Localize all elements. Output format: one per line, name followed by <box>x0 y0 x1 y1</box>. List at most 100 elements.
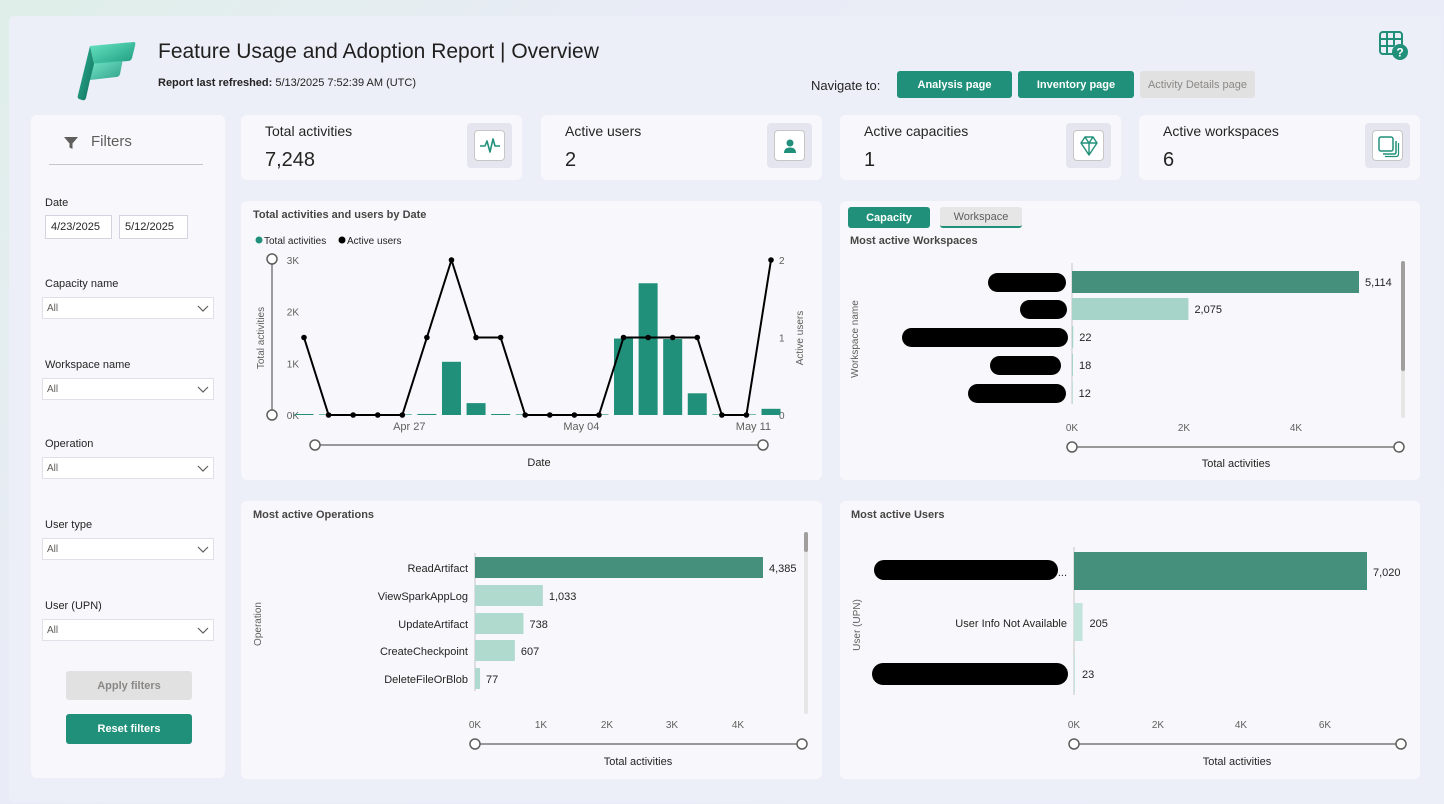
x-slider-handle-left[interactable] <box>469 738 481 750</box>
x-tick-label: 3K <box>666 720 679 731</box>
point-active-users <box>596 412 602 418</box>
category-label: User Info Not Available <box>955 618 1067 630</box>
x-slider-handle-right[interactable] <box>757 439 769 451</box>
filter-icon <box>64 137 78 149</box>
redacted-workspace-name <box>990 356 1061 375</box>
operation-dropdown[interactable]: All <box>42 457 214 479</box>
x-slider-handle-right[interactable] <box>796 738 808 750</box>
most-active-workspaces-chart: Capacity Workspace Most active Workspace… <box>840 201 1420 480</box>
refresh-info: Report last refreshed: 5/13/2025 7:52:39… <box>158 77 416 89</box>
date-start-input[interactable]: 4/23/2025 <box>45 215 112 239</box>
kpi-label: Active workspaces <box>1163 123 1279 139</box>
y-tick-label: 1K <box>287 359 300 370</box>
kpi-active-workspaces: Active workspaces 6 <box>1139 115 1420 180</box>
x-slider-handle-left[interactable] <box>309 439 321 451</box>
workspace-name-label: Workspace name <box>45 359 131 371</box>
chart-title: Most active Operations <box>253 509 375 521</box>
most-active-users-svg: 7,020... 205 User Info Not Available 23 User… <box>852 547 1407 768</box>
x-axis-title: Date <box>527 457 550 469</box>
bar-total-activities <box>294 414 314 415</box>
point-active-users <box>719 412 725 418</box>
bar-operation <box>475 613 524 634</box>
most-active-operations-chart: Most active Operations ReadArtifact 4,385… <box>241 501 822 779</box>
value-label: 23 <box>1082 669 1094 681</box>
capacity-name-dropdown[interactable]: All <box>42 297 214 319</box>
chart-title: Most active Workspaces <box>850 235 978 247</box>
bar-operation <box>475 640 515 661</box>
activities-by-date-chart: Total activities and users by Date Total… <box>241 201 822 480</box>
chevron-down-icon <box>197 305 209 312</box>
kpi-total-activities: Total activities 7,248 <box>241 115 522 180</box>
x-slider-handle-left[interactable] <box>1066 441 1078 453</box>
value-label: 22 <box>1079 332 1091 344</box>
workspace-tab[interactable]: Workspace <box>940 207 1022 228</box>
bar-total-activities <box>614 338 634 415</box>
scrollbar-thumb[interactable] <box>804 532 808 552</box>
point-active-users <box>374 412 381 418</box>
value-label: 12 <box>1079 388 1091 400</box>
legend-dot-activities <box>255 236 263 244</box>
value-label: 7,020 <box>1373 567 1401 579</box>
kpi-label: Total activities <box>265 123 353 139</box>
y2-tick-label: 1 <box>779 334 785 345</box>
y2-tick-label: 0 <box>779 411 785 422</box>
filters-header: Filters <box>49 133 203 165</box>
capacity-tab[interactable]: Capacity <box>848 207 930 228</box>
bar-total-activities <box>761 408 781 415</box>
most-active-users-chart: Most active Users 7,020... 205 User Info N… <box>840 501 1420 779</box>
bar-operation <box>475 668 481 689</box>
x-tick-label: May 11 <box>736 421 771 433</box>
value-label: 1,033 <box>549 591 577 603</box>
value-label: 607 <box>521 646 539 658</box>
bar-workspace <box>1072 326 1074 348</box>
bar-total-activities <box>466 403 486 415</box>
user-upn-value: All <box>47 625 59 636</box>
scrollbar-thumb[interactable] <box>1401 261 1405 371</box>
point-active-users <box>473 334 479 341</box>
point-active-users <box>399 412 406 418</box>
filters-title: Filters <box>91 133 132 150</box>
x-axis-title: Total activities <box>1202 458 1271 470</box>
bar-user <box>1074 603 1083 641</box>
point-active-users <box>497 334 504 341</box>
table-help-icon[interactable]: ? <box>1378 30 1410 62</box>
point-active-users <box>694 334 701 341</box>
inventory-page-button[interactable]: Inventory page <box>1018 71 1134 98</box>
bar-user <box>1074 552 1367 590</box>
diamond-icon <box>1079 135 1098 156</box>
redacted-workspace-name <box>1020 300 1067 319</box>
user-upn-dropdown[interactable]: All <box>42 619 214 641</box>
bar-workspace <box>1072 382 1073 404</box>
activity-details-page-button[interactable]: Activity Details page <box>1140 71 1255 98</box>
x-tick-label: 0K <box>1066 423 1079 434</box>
x-slider-handle-right[interactable] <box>1395 738 1407 750</box>
category-label: DeleteFileOrBlob <box>384 674 468 686</box>
y-slider-handle-bottom[interactable] <box>266 409 278 421</box>
date-end-input[interactable]: 5/12/2025 <box>119 215 188 239</box>
y-slider-handle-top[interactable] <box>266 253 278 265</box>
bar-total-activities <box>441 361 461 415</box>
bar-operation <box>475 585 543 606</box>
chart-title: Total activities and users by Date <box>253 209 427 221</box>
apply-filters-button[interactable]: Apply filters <box>66 671 192 700</box>
x-tick-label: 2K <box>601 720 614 731</box>
y2-axis-title: Active users <box>795 311 806 365</box>
point-active-users <box>350 412 356 418</box>
analysis-page-button[interactable]: Analysis page <box>897 71 1012 98</box>
kpi-value: 2 <box>565 149 577 171</box>
user-upn-label: User (UPN) <box>45 600 102 612</box>
bar-workspace <box>1072 298 1189 320</box>
x-slider-handle-left[interactable] <box>1068 738 1080 750</box>
category-label: ViewSparkAppLog <box>378 591 468 603</box>
x-slider-handle-right[interactable] <box>1393 441 1405 453</box>
user-type-dropdown[interactable]: All <box>42 538 214 560</box>
value-label: 4,385 <box>769 563 797 575</box>
scrollbar-track[interactable] <box>804 532 808 714</box>
y-axis-title: Workspace name <box>850 300 861 378</box>
y-tick-label: 3K <box>287 256 300 267</box>
bar-total-activities <box>638 283 658 415</box>
refresh-label: Report last refreshed: <box>158 77 273 89</box>
workspace-name-dropdown[interactable]: All <box>42 378 214 400</box>
value-label: 205 <box>1090 618 1108 630</box>
reset-filters-button[interactable]: Reset filters <box>66 714 192 744</box>
